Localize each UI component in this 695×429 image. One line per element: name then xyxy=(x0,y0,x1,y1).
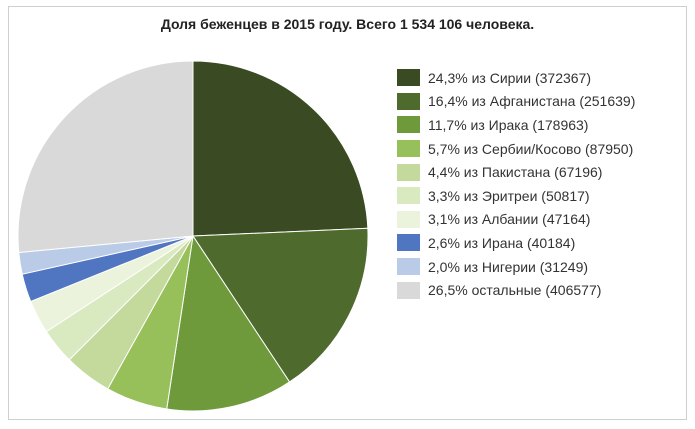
legend-label: 3,1% из Албании (47164) xyxy=(428,211,591,228)
legend-swatch xyxy=(397,187,420,205)
legend-item-2[interactable]: 11,7% из Ирака (178963) xyxy=(397,113,635,137)
legend-swatch xyxy=(397,69,420,87)
pie-slice-2[interactable] xyxy=(166,234,291,412)
legend-item-8[interactable]: 2,0% из Нигерии (31249) xyxy=(397,255,635,279)
pie-slice-0[interactable] xyxy=(192,60,369,237)
legend-swatch xyxy=(397,92,420,110)
legend-label: 2,0% из Нигерии (31249) xyxy=(428,258,589,275)
legend-item-0[interactable]: 24,3% из Сирии (372367) xyxy=(397,66,635,90)
chart-title: Доля беженцев в 2015 году. Всего 1 534 1… xyxy=(160,16,535,32)
legend-swatch xyxy=(397,281,420,299)
legend-label: 4,4% из Пакистана (67196) xyxy=(428,164,603,181)
legend-label: 24,3% из Сирии (372367) xyxy=(428,69,592,86)
legend-item-3[interactable]: 5,7% из Сербии/Косово (87950) xyxy=(397,137,635,161)
legend-item-6[interactable]: 3,1% из Албании (47164) xyxy=(397,208,635,232)
legend-swatch xyxy=(397,234,420,252)
legend-label: 26,5% остальные (406577) xyxy=(428,282,602,299)
legend-label: 3,3% из Эритреи (50817) xyxy=(428,187,590,204)
legend-swatch xyxy=(397,210,420,228)
chart-legend: 24,3% из Сирии (372367) 16,4% из Афганист… xyxy=(397,66,635,302)
pie-slice-1[interactable] xyxy=(192,227,369,383)
legend-swatch xyxy=(397,116,420,134)
legend-item-9[interactable]: 26,5% остальные (406577) xyxy=(397,278,635,302)
pie-slice-9[interactable] xyxy=(17,60,194,254)
legend-swatch xyxy=(397,140,420,158)
legend-label: 16,4% из Афганистана (251639) xyxy=(428,93,636,110)
legend-item-5[interactable]: 3,3% из Эритреи (50817) xyxy=(397,184,635,208)
legend-label: 2,6% из Ирана (40184) xyxy=(428,234,576,251)
legend-swatch xyxy=(397,163,420,181)
legend-label: 5,7% из Сербии/Косово (87950) xyxy=(428,140,634,157)
legend-item-1[interactable]: 16,4% из Афганистана (251639) xyxy=(397,90,635,114)
legend-item-7[interactable]: 2,6% из Ирана (40184) xyxy=(397,231,635,255)
legend-label: 11,7% из Ирака (178963) xyxy=(428,116,589,133)
legend-item-4[interactable]: 4,4% из Пакистана (67196) xyxy=(397,160,635,184)
legend-swatch xyxy=(397,258,420,276)
